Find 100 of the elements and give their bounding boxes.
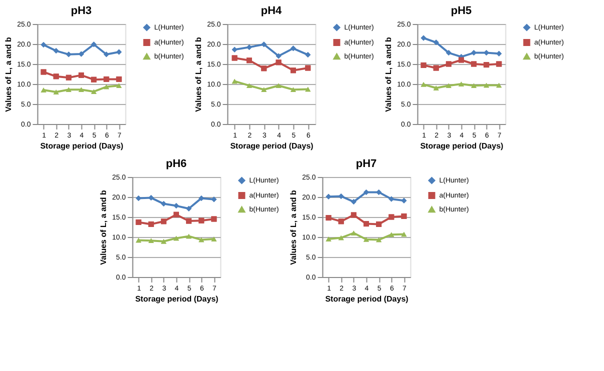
point [446, 61, 452, 67]
point [160, 239, 166, 244]
point [148, 238, 154, 243]
point [458, 57, 464, 63]
point [290, 87, 296, 92]
point [471, 61, 477, 67]
point [174, 212, 179, 218]
point [305, 86, 311, 92]
point [174, 203, 179, 209]
chart-title: pH4 [260, 5, 283, 17]
point [116, 83, 122, 88]
point [433, 86, 439, 90]
point [496, 82, 502, 88]
point [136, 238, 142, 243]
point [338, 235, 344, 240]
point [420, 82, 426, 87]
x-axis-title: Storage period (Days) [40, 142, 124, 150]
point [261, 87, 267, 92]
point [104, 76, 110, 82]
chart-title: pH6 [166, 158, 187, 170]
y-axis-title: Values of L, a and b [194, 37, 204, 112]
point [246, 44, 252, 50]
point [484, 62, 490, 68]
point [246, 58, 252, 64]
point [305, 52, 311, 58]
point [458, 82, 464, 86]
point [232, 55, 238, 61]
point [246, 83, 252, 88]
point [364, 189, 369, 195]
point [40, 69, 46, 75]
point [420, 62, 426, 68]
point [326, 236, 332, 242]
x-axis-title: Storage period (Days) [135, 294, 219, 304]
point [364, 237, 369, 242]
point [376, 189, 382, 195]
point [78, 72, 84, 78]
point [388, 214, 394, 220]
point [211, 236, 217, 242]
point [198, 218, 204, 224]
chart-title: pH3 [70, 5, 92, 17]
point [211, 216, 217, 222]
point [276, 53, 282, 59]
point [198, 237, 204, 242]
point [116, 49, 122, 55]
y-axis-title: Values of L, a and b [4, 37, 14, 112]
point [53, 48, 59, 54]
point [116, 76, 122, 82]
point [276, 83, 282, 88]
point [91, 76, 97, 82]
point [91, 89, 97, 94]
point [66, 87, 72, 92]
point [211, 196, 217, 202]
point [364, 221, 369, 227]
point [186, 206, 192, 212]
point [160, 218, 166, 224]
point [433, 65, 439, 71]
point [174, 236, 179, 241]
point [471, 83, 477, 88]
point [420, 35, 426, 41]
point [376, 221, 382, 227]
point [186, 234, 192, 239]
point [290, 68, 296, 74]
point [376, 237, 382, 242]
point [446, 50, 452, 56]
point [53, 90, 59, 94]
point [401, 198, 407, 204]
point [496, 61, 502, 67]
point [66, 52, 72, 58]
x-axis-title: Storage period (Days) [325, 294, 409, 304]
point [78, 87, 84, 92]
point [261, 42, 267, 48]
point [136, 219, 142, 225]
point [66, 74, 72, 80]
point [388, 232, 394, 237]
point [53, 74, 59, 80]
point [446, 83, 452, 88]
point [276, 60, 282, 66]
point [91, 42, 97, 48]
point [261, 66, 267, 72]
point [186, 218, 192, 224]
y-axis-title: Values of L, a and b [99, 190, 108, 265]
point [40, 88, 46, 92]
point [401, 232, 407, 237]
point [290, 46, 296, 52]
x-axis-title: Storage period (Days) [420, 142, 504, 150]
point [350, 230, 356, 236]
point [326, 215, 332, 221]
point [160, 201, 166, 207]
point [305, 65, 311, 71]
point [104, 84, 110, 90]
y-axis-title: Values of L, a and b [384, 37, 394, 112]
x-axis-title: Storage period (Days) [230, 142, 314, 150]
point [338, 218, 344, 224]
chart-title: pH7 [356, 158, 377, 170]
y-axis-title: Values of L, a and b [289, 190, 298, 265]
point [401, 213, 407, 219]
point [232, 78, 238, 84]
chart-title: pH5 [450, 5, 472, 17]
point [350, 212, 356, 218]
point [40, 42, 46, 48]
